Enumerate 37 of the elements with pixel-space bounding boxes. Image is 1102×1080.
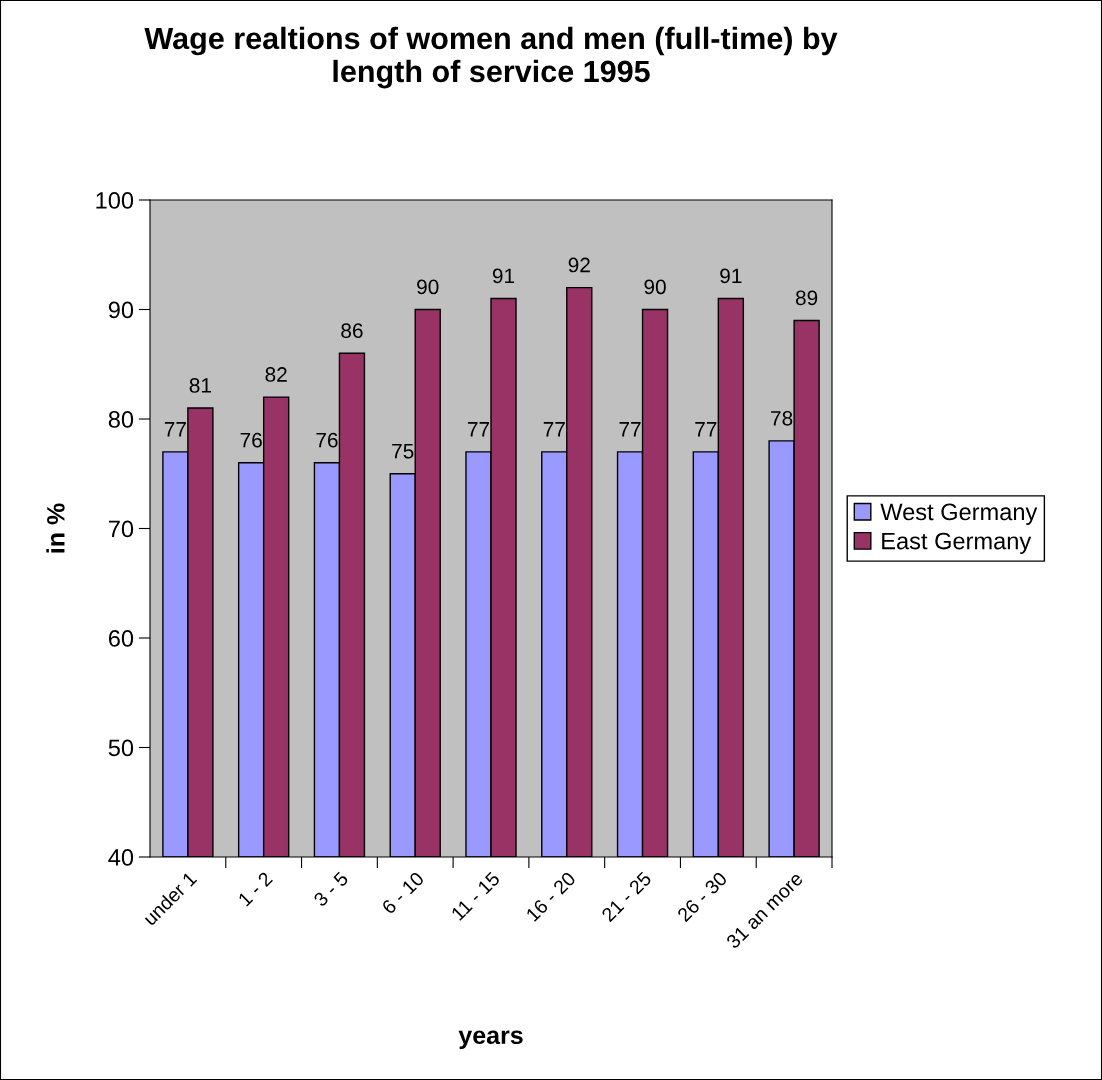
data-label: 92 <box>568 257 590 273</box>
chart-title: Wage realtions of women and men (full-time) by length of service 1995 <box>144 26 838 89</box>
data-label: 77 <box>164 422 186 437</box>
data-label: 89 <box>795 290 818 306</box>
y-tick-label: 40 <box>108 849 134 866</box>
data-label: 75 <box>392 443 414 459</box>
x-tick-label: 11 - 15 <box>450 871 501 921</box>
data-label: 91 <box>492 268 515 284</box>
y-tick-label: 90 <box>108 301 134 319</box>
y-tick-label: 80 <box>108 411 134 428</box>
x-tick-label: 1 - 2 <box>237 871 273 907</box>
data-label: 77 <box>619 422 641 437</box>
y-tick-label: 60 <box>108 630 134 647</box>
data-label: 78 <box>771 410 793 426</box>
data-label: 86 <box>341 323 363 339</box>
x-tick-label: 16 - 20 <box>525 871 577 922</box>
legend-label: East Germany <box>882 532 1032 555</box>
y-axis-title: in % <box>46 503 65 553</box>
x-tick-label: 26 - 30 <box>676 871 728 923</box>
data-label: 77 <box>695 422 717 437</box>
data-label: 76 <box>240 432 262 448</box>
y-tick-label: 50 <box>108 739 134 757</box>
data-label: 90 <box>644 279 666 295</box>
x-tick-label: 6 - 10 <box>381 871 425 915</box>
data-label: 82 <box>265 367 287 382</box>
y-tick-label: 100 <box>96 192 134 209</box>
data-label: 77 <box>467 422 490 437</box>
data-label: 77 <box>543 422 565 437</box>
data-label: 91 <box>720 268 742 284</box>
x-axis-title: years <box>458 1030 523 1050</box>
y-tick-label: 70 <box>108 520 134 538</box>
data-label: 81 <box>189 378 211 393</box>
x-tick-label: 21 - 25 <box>600 871 653 923</box>
data-label: 76 <box>316 432 338 448</box>
data-label: 90 <box>417 279 439 295</box>
x-tick-label: 3 - 5 <box>312 871 349 908</box>
legend-label: West Germany <box>880 503 1038 525</box>
